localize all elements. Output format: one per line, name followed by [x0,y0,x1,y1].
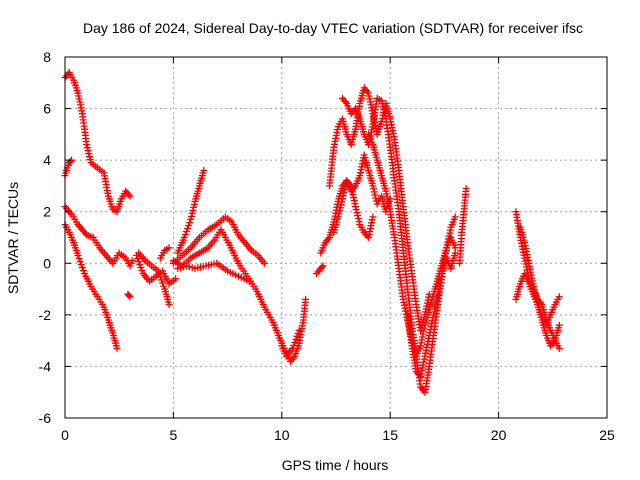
series-track-21 [456,185,470,267]
series-track-17 [326,84,433,334]
data-marker [174,167,208,257]
series-track-5 [124,290,134,301]
axis-ticks [64,56,608,419]
plot-frame [64,56,608,419]
x-tick-label: 20 [491,427,507,443]
series-track-24 [516,223,563,350]
series-track-12 [174,259,253,285]
data-marker [330,177,377,241]
y-tick-label: -4 [39,358,52,374]
series-track-20 [404,249,459,381]
x-axis-label: GPS time / hours [282,457,389,473]
data-marker [326,84,433,334]
data-marker [404,249,459,381]
y-tick-label: -2 [39,307,52,323]
x-tick-label: 10 [274,427,290,443]
data-marker [174,259,253,285]
data-marker [317,151,394,257]
y-axis-label: SDTVAR / TECUs [5,182,21,294]
x-tick-label: 0 [61,427,69,443]
x-tick-label: 25 [599,427,615,443]
data-marker [313,262,327,278]
data-marker [278,326,303,360]
y-tick-label: 2 [43,204,51,220]
series-track-6 [133,252,180,288]
series-track-7 [135,249,173,308]
data-marker [156,244,173,262]
x-tick-label: 5 [170,427,178,443]
y-tick-label: -6 [39,410,52,426]
data-marker [516,223,563,350]
series-track-13 [278,326,303,360]
data-markers [61,69,563,396]
series-track-16 [330,177,377,241]
x-tick-label: 15 [382,427,398,443]
series-track-10 [174,167,208,257]
data-marker [135,249,173,308]
series-track-15 [317,151,394,257]
y-tick-label: 0 [43,255,51,271]
y-tick-label: 8 [43,49,51,65]
data-marker [133,252,180,288]
tick-labels: 0 5 10 15 20 25 -6 -4 -2 0 2 4 6 8 [39,49,615,443]
y-tick-label: 6 [43,101,51,117]
data-marker [456,185,470,267]
chart-title: Day 186 of 2024, Sidereal Day-to-day VTE… [83,20,583,36]
series-track-14 [313,262,327,278]
series-track-8 [156,244,173,262]
data-marker [124,290,134,301]
y-tick-label: 4 [43,152,51,168]
